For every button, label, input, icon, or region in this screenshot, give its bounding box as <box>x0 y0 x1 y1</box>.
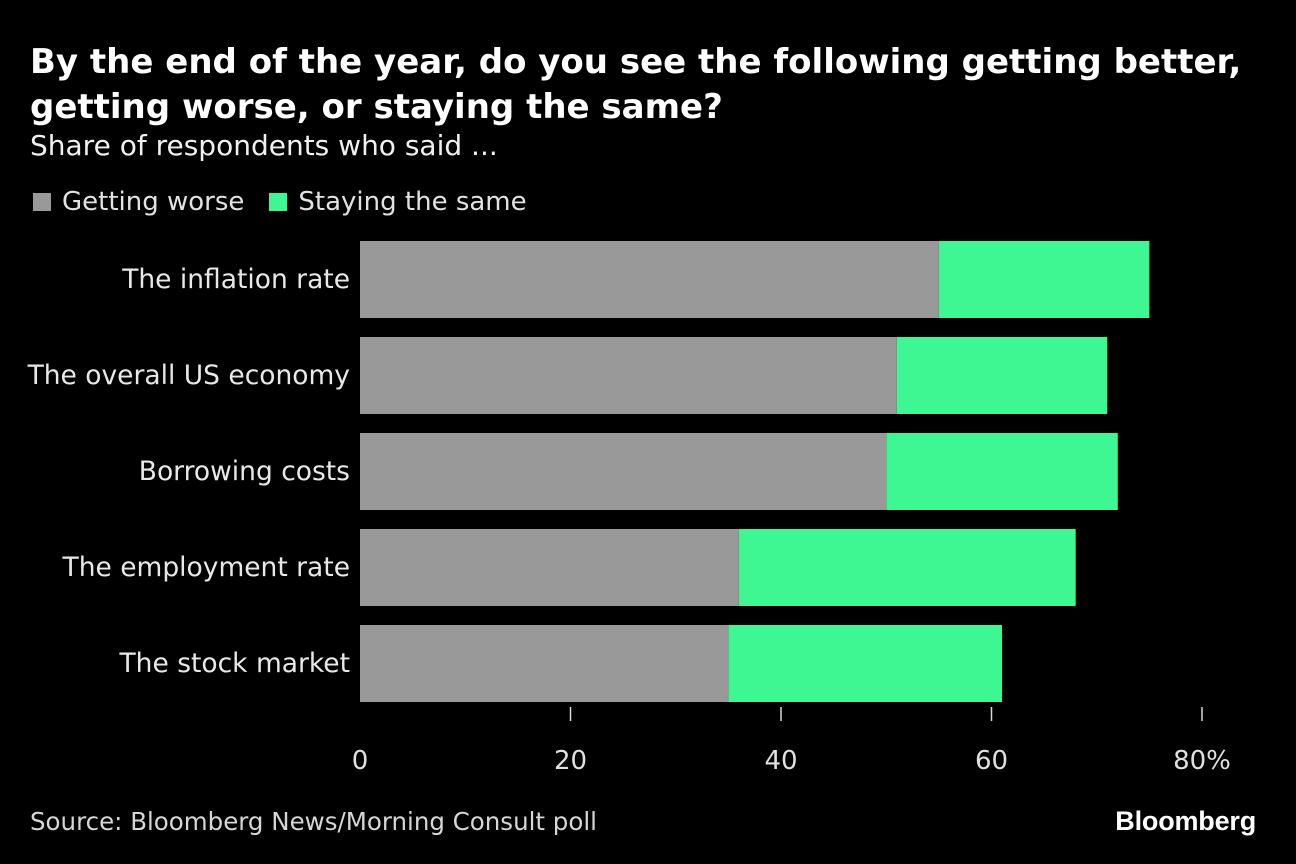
legend-swatch-staying-the-same <box>269 193 288 211</box>
bar-staying-the-same-the-inflation-rate <box>938 241 1150 318</box>
chart-title: By the end of the year, do you see the f… <box>30 42 1242 127</box>
legend-label-getting-worse: Getting worse <box>62 187 245 217</box>
bar-staying-the-same-borrowing-costs <box>886 433 1118 510</box>
chart-subtitle: Share of respondents who said ... <box>30 129 498 162</box>
category-label-the-stock-market: The stock market <box>118 648 350 679</box>
category-label-the-overall-us-economy: The overall US economy <box>27 360 350 391</box>
bar-getting-worse-the-overall-us-economy <box>360 337 897 414</box>
category-label-the-employment-rate: The employment rate <box>62 552 350 583</box>
category-label-borrowing-costs: Borrowing costs <box>139 456 350 487</box>
bar-staying-the-same-the-overall-us-economy <box>896 337 1108 414</box>
legend-item-staying-the-same: Staying the same <box>269 187 527 217</box>
source-note: Source: Bloomberg News/Morning Consult p… <box>30 807 597 836</box>
x-tick-label-20: 20 <box>554 746 587 776</box>
bar-staying-the-same-the-stock-market <box>728 625 1003 702</box>
bar-staying-the-same-the-employment-rate <box>738 529 1076 606</box>
legend-label-staying-the-same: Staying the same <box>298 187 527 217</box>
legend-item-getting-worse: Getting worse <box>33 187 244 217</box>
stacked-bar-chart: The inflation rate The overall US economy… <box>27 241 1231 776</box>
bar-getting-worse-the-employment-rate <box>360 529 739 606</box>
x-tick-label-40: 40 <box>764 746 797 776</box>
legend-swatch-getting-worse <box>33 193 51 211</box>
bloomberg-logo: Bloomberg <box>1115 806 1256 836</box>
bar-getting-worse-the-inflation-rate <box>360 241 939 318</box>
x-tick-label-80: 80% <box>1173 746 1231 776</box>
bar-getting-worse-the-stock-market <box>360 625 729 702</box>
category-label-the-inflation-rate: The inflation rate <box>121 264 350 295</box>
bar-getting-worse-borrowing-costs <box>360 433 887 510</box>
x-tick-label-60: 60 <box>975 746 1008 776</box>
legend: Getting worse Staying the same <box>33 187 552 217</box>
x-tick-label-0: 0 <box>352 746 369 776</box>
